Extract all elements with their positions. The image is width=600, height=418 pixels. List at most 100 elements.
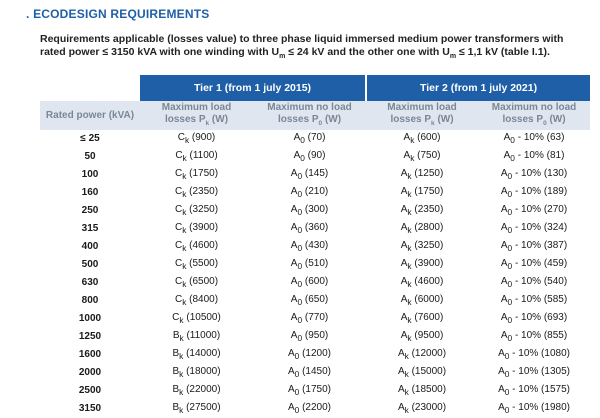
tier2-load-cell: Ak (18500) xyxy=(397,384,447,397)
table-row: 3150 Bk (27500) A0 (2200) Ak (23000) A0 - 10… xyxy=(40,400,591,418)
column-header-row: Rated power (kVA) Maximum load losses Pk … xyxy=(40,101,591,130)
tier2-load-cell: Ak (6000) xyxy=(400,294,444,307)
tier1-load-cell: Ck (1750) xyxy=(174,168,219,181)
tier1-load-cell: Bk (11000) xyxy=(172,330,221,343)
rated-power-cell: 400 xyxy=(81,241,99,252)
intro-text-1: Requirements applicable (losses value) t… xyxy=(40,33,564,58)
tier2-noload-cell: A0 - 10% (130) xyxy=(500,168,568,181)
tier2-noload-cell: A0 - 10% (324) xyxy=(500,222,568,235)
table-row: 250 Ck (3250) A0 (300) Ak (2350) A0 - 10% (2… xyxy=(40,202,591,220)
intro-sub-1: m xyxy=(279,53,286,61)
table-body: ≤ 25 Ck (900) A0 (70) Ak (600) A0 - 10% (63)… xyxy=(40,130,591,418)
tier1-noload-cell: A0 (510) xyxy=(290,258,329,271)
table-row: 630 Ck (6500) A0 (600) Ak (4600) A0 - 10% (5… xyxy=(40,274,591,292)
rated-power-cell: 800 xyxy=(81,295,99,306)
tier2-load-cell: Ak (12000) xyxy=(397,348,447,361)
table-row: 1000 Ck (10500) A0 (770) Ak (7600) A0 - 10% … xyxy=(40,310,591,328)
rated-power-cell: 500 xyxy=(81,259,99,270)
table-row: 500 Ck (5500) A0 (510) Ak (3900) A0 - 10% (4… xyxy=(40,256,591,274)
tier2-noload-cell: A0 - 10% (585) xyxy=(500,294,568,307)
tier1-load-cell: Bk (22000) xyxy=(172,384,221,397)
tier-header-row: Tier 1 (from 1 july 2015) Tier 2 (from 1… xyxy=(40,75,591,101)
rated-power-cell: ≤ 25 xyxy=(80,133,100,144)
tier1-load-cell: Ck (5500) xyxy=(174,258,219,271)
tier-1-header: Tier 1 (from 1 july 2015) xyxy=(140,75,368,101)
table-row: 1250 Bk (11000) A0 (950) Ak (9500) A0 - 10% … xyxy=(40,328,591,346)
tier2-load-cell: Ak (2800) xyxy=(400,222,444,235)
rated-power-header: Rated power (kVA) xyxy=(40,101,140,130)
rated-power-cell: 1600 xyxy=(78,349,102,360)
tier1-noload-cell: A0 (2200) xyxy=(288,402,331,415)
table-row: 1600 Bk (14000) A0 (1200) Ak (12000) A0 - 10… xyxy=(40,346,591,364)
tier2-load-cell: Ak (3250) xyxy=(400,240,444,253)
tier2-noload-cell: A0 - 10% (63) xyxy=(503,132,565,145)
intro-text-3: ≤ 1,1 kV (table I.1). xyxy=(456,46,550,58)
tier2-noload-cell: A0 - 10% (540) xyxy=(500,276,568,289)
tier1-load-cell: Ck (8400) xyxy=(174,294,219,307)
tier1-load-cell: Bk (18000) xyxy=(172,366,221,379)
tier1-noload-cell: A0 (145) xyxy=(290,168,329,181)
document-page: . ECODESIGN REQUIREMENTS Requirements ap… xyxy=(26,7,591,415)
tier1-load-cell: Ck (1100) xyxy=(175,150,218,163)
tier1-noload-cell: A0 (430) xyxy=(290,240,329,253)
tier2-noload-cell: A0 - 10% (81) xyxy=(503,150,565,163)
tier2-load-cell: Ak (23000) xyxy=(397,402,447,415)
tier2-load-cell: Ak (7600) xyxy=(400,312,444,325)
tier2-noload-cell: A0 - 10% (1575) xyxy=(498,384,570,397)
tier1-noload-cell: A0 (70) xyxy=(293,132,326,145)
table-row: 50 Ck (1100) A0 (90) Ak (750) A0 - 10% (81) xyxy=(40,148,591,166)
tier2-noload-cell: A0 - 10% (270) xyxy=(500,204,568,217)
tier2-noload-cell: A0 - 10% (693) xyxy=(500,312,568,325)
table-row: 2000 Bk (18000) A0 (1450) Ak (15000) A0 - 10… xyxy=(40,364,591,382)
tier-header-blank xyxy=(40,75,140,101)
tier1-load-cell: Ck (900) xyxy=(177,132,216,145)
tier2-load-cell: Ak (2350) xyxy=(400,204,444,217)
rated-power-cell: 2000 xyxy=(78,367,102,378)
tier2-noload-cell: A0 - 10% (189) xyxy=(500,186,568,199)
tier1-load-cell: Bk (27500) xyxy=(172,402,221,415)
rated-power-cell: 1250 xyxy=(78,331,102,342)
table-row: 400 Ck (4600) A0 (430) Ak (3250) A0 - 10% (3… xyxy=(40,238,591,256)
tier1-noload-cell: A0 (1200) xyxy=(288,348,331,361)
tier1-load-losses-header: Maximum load losses Pk (W) xyxy=(140,101,253,130)
table-row: 100 Ck (1750) A0 (145) Ak (1250) A0 - 10% (1… xyxy=(40,166,591,184)
table-row: 160 Ck (2350) A0 (210) Ak (1750) A0 - 10% (1… xyxy=(40,184,591,202)
rated-power-cell: 3150 xyxy=(78,403,102,414)
rated-power-cell: 315 xyxy=(81,223,99,234)
tier2-load-losses-header: Maximum load losses Pk (W) xyxy=(366,101,479,130)
rated-power-cell: 630 xyxy=(81,277,99,288)
tier1-noload-losses-header: Maximum no load losses P0 (W) xyxy=(253,101,367,130)
rated-power-cell: 2500 xyxy=(78,385,102,396)
tier2-noload-cell: A0 - 10% (387) xyxy=(500,240,568,253)
tier2-load-cell: Ak (1250) xyxy=(400,168,444,181)
tier1-noload-cell: A0 (360) xyxy=(290,222,329,235)
tier2-load-cell: Ak (9500) xyxy=(400,330,444,343)
intro-sub-2: m xyxy=(449,53,457,61)
rated-power-cell: 250 xyxy=(81,205,99,216)
tier1-load-cell: Ck (3900) xyxy=(174,222,219,235)
tier1-noload-cell: A0 (1450) xyxy=(288,366,331,379)
tier2-load-cell: Ak (4600) xyxy=(400,276,444,289)
tier2-load-cell: Ak (600) xyxy=(403,132,441,145)
tier1-noload-cell: A0 (1750) xyxy=(288,384,331,397)
tier1-noload-cell: A0 (600) xyxy=(290,276,329,289)
table-row: ≤ 25 Ck (900) A0 (70) Ak (600) A0 - 10% (63) xyxy=(40,130,591,148)
tier2-noload-losses-header: Maximum no load losses P0 (W) xyxy=(478,101,591,130)
tier2-noload-cell: A0 - 10% (1305) xyxy=(498,366,570,379)
tier2-noload-cell: A0 - 10% (1080) xyxy=(498,348,570,361)
rated-power-cell: 100 xyxy=(81,169,99,180)
tier1-noload-cell: A0 (210) xyxy=(290,186,329,199)
tier1-load-cell: Ck (6500) xyxy=(174,276,219,289)
section-title: . ECODESIGN REQUIREMENTS xyxy=(26,7,210,21)
tier1-noload-cell: A0 (770) xyxy=(290,312,329,325)
tier2-noload-cell: A0 - 10% (459) xyxy=(500,258,568,271)
tier1-load-cell: Ck (3250) xyxy=(174,204,219,217)
tier2-load-cell: Ak (1750) xyxy=(400,186,444,199)
tier2-noload-cell: A0 - 10% (855) xyxy=(500,330,568,343)
tier1-load-cell: Ck (2350) xyxy=(174,186,219,199)
tier1-load-cell: Bk (14000) xyxy=(172,348,221,361)
tier1-noload-cell: A0 (300) xyxy=(290,204,329,217)
tier1-load-cell: Ck (4600) xyxy=(174,240,219,253)
intro-text-2: ≤ 24 kV and the other one with U xyxy=(285,46,450,58)
intro-paragraph: Requirements applicable (losses value) t… xyxy=(40,33,585,63)
